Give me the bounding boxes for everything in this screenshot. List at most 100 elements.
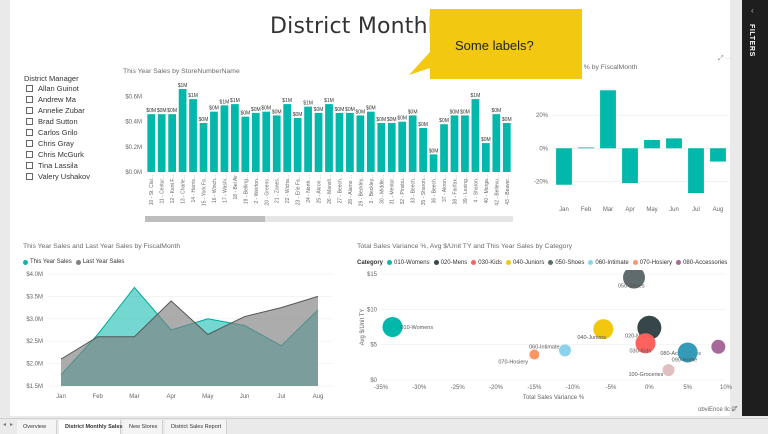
bar (283, 104, 292, 172)
bar-data-label: $1M (303, 101, 313, 107)
callout-text: Some labels? (455, 38, 534, 53)
y-tick-label: $0.2M (125, 145, 142, 151)
checkbox[interactable] (26, 151, 33, 158)
filters-pane[interactable]: ‹ FILTERS (742, 0, 768, 416)
store-sales-bar-chart[interactable]: $0.0M $0.2M $0.4M $0.6M $0M 10 - St. Clai... $… (110, 78, 520, 218)
checkbox[interactable] (26, 140, 33, 147)
legend-item[interactable]: 080-Accessories (676, 260, 727, 266)
slicer-item[interactable]: Carlos Grilo (26, 128, 78, 137)
checkbox[interactable] (26, 162, 33, 169)
bar-data-label: $0M (293, 112, 303, 118)
slicer-item[interactable]: Chris Gray (26, 139, 74, 148)
slicer-item-label: Carlos Grilo (38, 128, 78, 137)
x-tick-label: 25 - Akron ... (317, 175, 323, 203)
tab-prev-icon[interactable]: ◂ (3, 422, 7, 428)
legend-item[interactable]: 050-Shoes (548, 260, 584, 266)
bar (419, 128, 427, 172)
legend-item[interactable]: 020-Mens (433, 259, 468, 266)
slicer-item[interactable]: Valery Ushakov (26, 172, 90, 181)
bar-data-label: $1M (220, 99, 230, 105)
bar (366, 111, 375, 172)
x-tick-label: 16 - Winch... (212, 175, 218, 203)
bar-data-label: $0M (167, 108, 177, 114)
legend-label: 030-Kids (478, 259, 502, 266)
checkbox[interactable] (26, 96, 33, 103)
slicer-item[interactable]: Brad Sutton (26, 117, 78, 126)
bar-data-label: $0M (345, 107, 355, 113)
legend-item[interactable]: 030-Kids (471, 260, 502, 266)
tab-next-icon[interactable]: ▸ (10, 422, 14, 428)
chart-scrollbar-track[interactable] (145, 216, 513, 222)
slicer-item[interactable]: Tina Lassila (26, 161, 78, 170)
slicer-item[interactable]: Chris McGurk (26, 150, 84, 159)
collapse-chevron-icon[interactable]: ‹ (751, 6, 754, 15)
scatter-point (623, 270, 645, 289)
legend-item[interactable]: This Year Sales (23, 259, 72, 265)
bar (210, 111, 218, 172)
sales-area-chart[interactable]: $1.5M $2.0M $2.5M $3.0M $3.5M $4.0M Jan Feb Mar A… (15, 268, 345, 403)
y-tick-label: $3.5M (26, 294, 43, 300)
page-tab[interactable]: District Sales Report (165, 420, 227, 434)
legend-item[interactable]: 040-Juniors (505, 260, 544, 266)
page-tab[interactable]: New Stores (123, 420, 163, 434)
filters-label[interactable]: FILTERS (748, 24, 755, 57)
x-tick-label: 17 - Washi... (222, 175, 228, 203)
checkbox[interactable] (26, 118, 33, 125)
bar (471, 99, 480, 172)
visual-header-icons[interactable]: ⤢ ⋯ (718, 55, 733, 62)
legend-label: This Year Sales (30, 259, 72, 265)
x-tick-label: -5% (606, 385, 617, 391)
x-tick-label: -15% (527, 385, 542, 391)
bar-data-label: $0M (261, 106, 271, 112)
x-tick-label: 12 - Kent F... (170, 175, 176, 203)
scatter-point (635, 333, 656, 354)
bar-data-label: $0M (272, 109, 282, 115)
x-tick-label: Apr (166, 394, 175, 400)
x-tick-label: 18 - Bel Air (233, 175, 239, 200)
legend-item[interactable]: 070-Hosiery (632, 260, 672, 266)
legend-label: 050-Shoes (555, 259, 585, 266)
point-label: 100-Groceries (629, 372, 664, 378)
bar (356, 115, 365, 172)
legend-item[interactable]: Last Year Sales (75, 259, 124, 265)
expand-icon[interactable]: ⤢ (732, 406, 738, 413)
page-tab[interactable]: Overview (17, 420, 57, 434)
category-scatter-chart[interactable]: $0 $5 $10 $15 -35% -30% -25% -20% -15% -10% -5% 0% 5… (355, 270, 740, 405)
bar (157, 114, 166, 172)
checkbox[interactable] (26, 85, 33, 92)
x-tick-label: 2 - Weirton... (254, 175, 260, 204)
slicer-item[interactable]: Andrew Ma (26, 95, 76, 104)
bar (556, 148, 572, 185)
bar (199, 122, 208, 172)
legend-label: 020-Mens (440, 259, 468, 266)
scatter-point (593, 319, 614, 340)
scatter-point (711, 339, 726, 354)
variance-bar-chart[interactable]: -20% 0% 20% Jan Feb Mar Apr May Jun Jul Aug (525, 78, 735, 218)
legend-item[interactable]: 060-Intimate (588, 259, 629, 266)
bar (408, 115, 417, 172)
bar (481, 143, 490, 172)
point-label: 040-Juniors (577, 335, 606, 341)
x-tick-label: 42 - Bellevu... (494, 175, 500, 206)
chart-scrollbar-thumb[interactable] (145, 216, 265, 222)
x-tick-label: 31 - Mentor... (390, 175, 396, 204)
legend-item[interactable]: 010-Womens (387, 260, 430, 266)
x-tick-label: 37 - Akron... (442, 175, 448, 202)
x-tick-label: 38 - Fairfax... (452, 175, 458, 204)
bar (325, 104, 333, 172)
slicer-item[interactable]: Allan Guinot (26, 84, 79, 93)
y-axis-title: Avg $/Unit TY (360, 309, 366, 346)
slicer-item[interactable]: Annelie Zubar (26, 106, 85, 115)
x-tick-label: 0% (645, 385, 654, 391)
page-tab[interactable]: District Monthly Sales (59, 420, 122, 434)
x-tick-label: 29 - Beckley... (358, 175, 364, 206)
legend-label: 060-Intimate (595, 259, 629, 266)
legend-dot (23, 259, 28, 265)
slicer-item-label: Chris Gray (38, 139, 74, 148)
bar-data-label: $0M (450, 109, 460, 115)
checkbox[interactable] (26, 107, 33, 114)
checkbox[interactable] (26, 129, 33, 136)
x-tick-label: 39 - Lexing... (463, 175, 469, 204)
checkbox[interactable] (26, 173, 33, 180)
